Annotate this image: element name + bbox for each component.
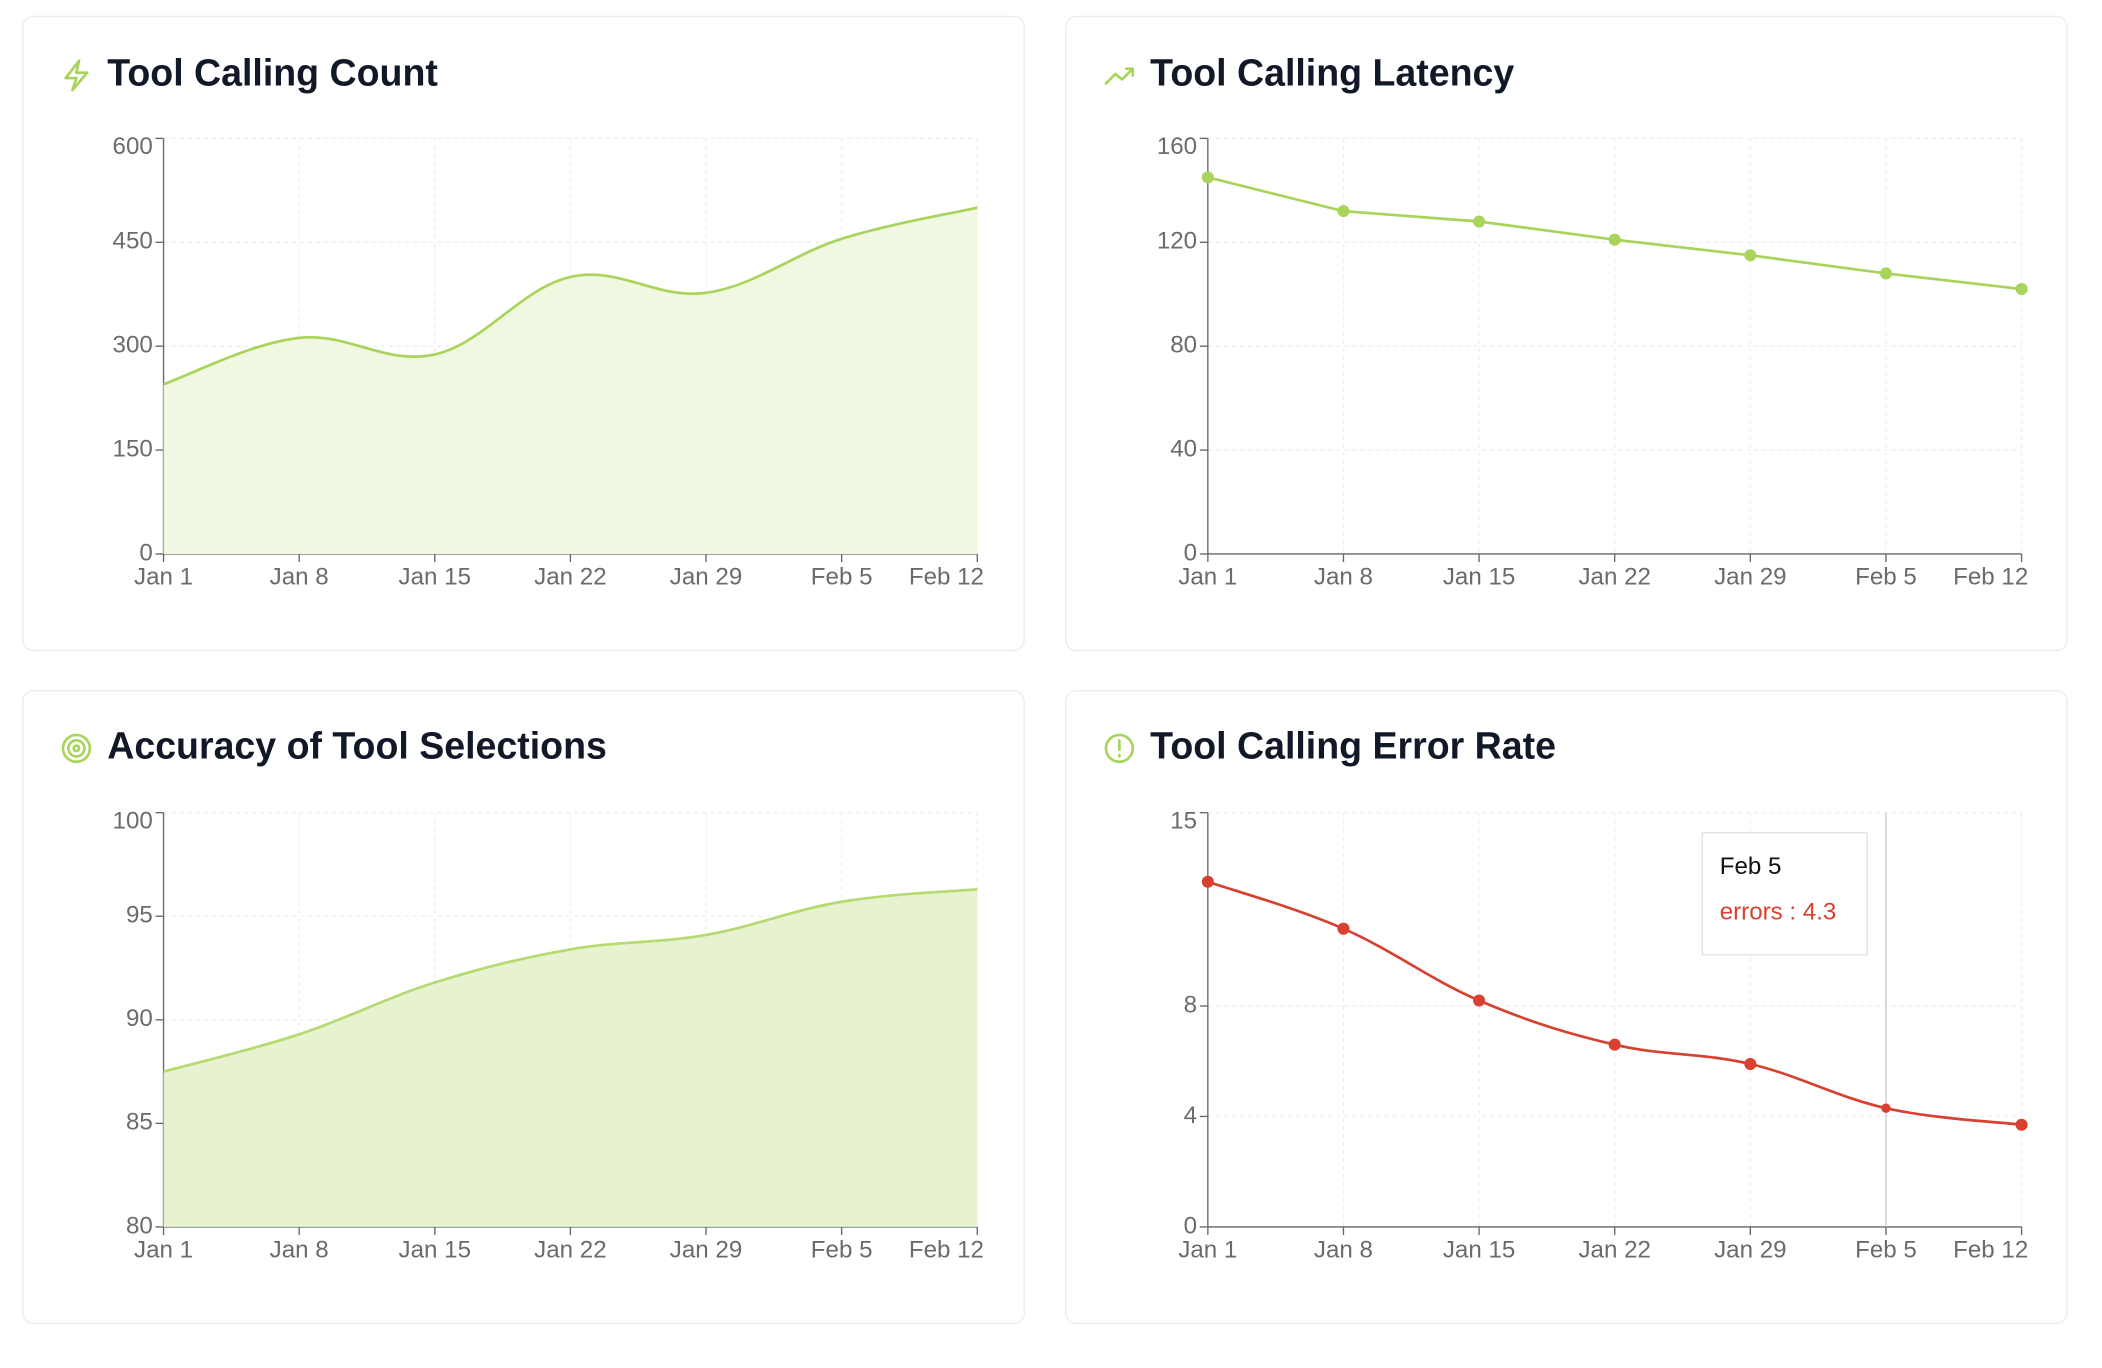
trend-icon <box>1104 67 1135 85</box>
x-tick-label: Jan 8 <box>1314 563 1373 590</box>
x-tick-label: Jan 15 <box>1443 563 1515 590</box>
y-tick-label: 80 <box>126 1212 153 1239</box>
y-tick-label: 4 <box>1184 1102 1197 1129</box>
x-tick-label: Jan 22 <box>534 1236 606 1263</box>
x-tick-label: Jan 1 <box>1178 1236 1237 1263</box>
point <box>1201 171 1214 184</box>
x-tick-label: Feb 5 <box>1855 563 1917 590</box>
point <box>1337 922 1350 935</box>
point <box>1744 1057 1757 1071</box>
chart-title: Tool Calling Error Rate <box>1150 724 1556 766</box>
y-tick-label: 100 <box>113 807 153 834</box>
y-tick-label: 450 <box>113 228 153 255</box>
x-tick-label: Jan 8 <box>1314 1236 1373 1263</box>
y-tick-label: 85 <box>126 1109 153 1136</box>
y-tick-label: 90 <box>126 1005 153 1032</box>
x-tick-label: Feb 12 <box>1953 1236 2028 1263</box>
x-tick-label: Jan 1 <box>1178 563 1237 590</box>
x-tick-label: Jan 22 <box>1578 563 1650 590</box>
x-tick-label: Jan 8 <box>270 1236 329 1263</box>
x-tick-label: Jan 29 <box>670 1236 742 1263</box>
y-tick-label: 95 <box>126 902 153 929</box>
y-tick-label: 600 <box>113 133 153 160</box>
line <box>163 206 978 386</box>
tooltip-value: errors : 4.3 <box>1720 899 1837 926</box>
x-tick-label: Jan 15 <box>399 1236 471 1263</box>
point <box>2015 283 2028 296</box>
x-tick-label: Jan 29 <box>670 563 742 590</box>
y-tick-label: 15 <box>1170 807 1197 834</box>
y-tick-label: 8 <box>1184 991 1197 1018</box>
point <box>1201 875 1214 888</box>
chart: Tool Calling Error Rate 0 4 8 15 Jan 1 Jan 8 Ja… <box>1150 724 2028 1263</box>
y-tick-label: 0 <box>1184 539 1197 566</box>
area <box>163 889 978 1227</box>
point <box>1608 1038 1621 1051</box>
target-icon <box>61 733 92 764</box>
point <box>1337 205 1350 218</box>
chart: Tool Calling Latency 0 40 80 120 160 Jan 1 Jan … <box>1150 51 2028 590</box>
y-tick-label: 300 <box>113 332 153 359</box>
chart: Tool Calling Count 0 150 300 450 600 Jan 1 Jan … <box>107 51 984 590</box>
y-tick-label: 150 <box>113 435 153 462</box>
x-tick-label: Feb 12 <box>909 563 984 590</box>
chart-title: Tool Calling Latency <box>1150 51 1514 93</box>
y-tick-label: 0 <box>139 539 152 566</box>
icons <box>61 59 1135 764</box>
bolt-icon <box>64 59 89 92</box>
tooltip-title: Feb 5 <box>1720 853 1782 880</box>
x-tick-label: Jan 8 <box>270 563 329 590</box>
point <box>1473 994 1486 1007</box>
chart-title: Accuracy of Tool Selections <box>107 724 607 766</box>
panel <box>1065 15 2068 652</box>
y-tick-label: 0 <box>1184 1212 1197 1239</box>
x-tick-label: Jan 1 <box>134 1236 193 1263</box>
line <box>163 887 978 1073</box>
point <box>1879 267 1892 280</box>
point <box>1608 233 1621 246</box>
y-tick-label: 80 <box>1170 332 1197 359</box>
point <box>1744 249 1757 262</box>
panel <box>1065 690 2068 1325</box>
area <box>163 207 978 554</box>
x-tick-label: Feb 5 <box>811 1236 873 1263</box>
chart-title: Tool Calling Count <box>107 51 438 93</box>
x-tick-label: Feb 12 <box>909 1236 984 1263</box>
chart: Accuracy of Tool Selections 80 85 90 95 100 Ja… <box>107 724 984 1263</box>
x-tick-label: Jan 15 <box>399 563 471 590</box>
alert-icon <box>1104 733 1135 764</box>
x-tick-label: Feb 12 <box>1953 563 2028 590</box>
tooltip-box <box>1701 832 1868 956</box>
x-tick-label: Feb 5 <box>1855 1236 1917 1263</box>
x-tick-label: Jan 22 <box>534 563 606 590</box>
y-tick-label: 40 <box>1170 435 1197 462</box>
x-tick-label: Jan 15 <box>1443 1236 1515 1263</box>
x-tick-label: Jan 22 <box>1578 1236 1650 1263</box>
y-tick-label: 120 <box>1157 228 1197 255</box>
point <box>1881 1103 1891 1113</box>
x-tick-label: Feb 5 <box>811 563 873 590</box>
point <box>2015 1118 2028 1131</box>
x-tick-label: Jan 1 <box>134 563 193 590</box>
x-tick-label: Jan 29 <box>1714 563 1786 590</box>
x-tick-label: Jan 29 <box>1714 1236 1786 1263</box>
point <box>1473 215 1486 228</box>
y-tick-label: 160 <box>1157 133 1197 160</box>
